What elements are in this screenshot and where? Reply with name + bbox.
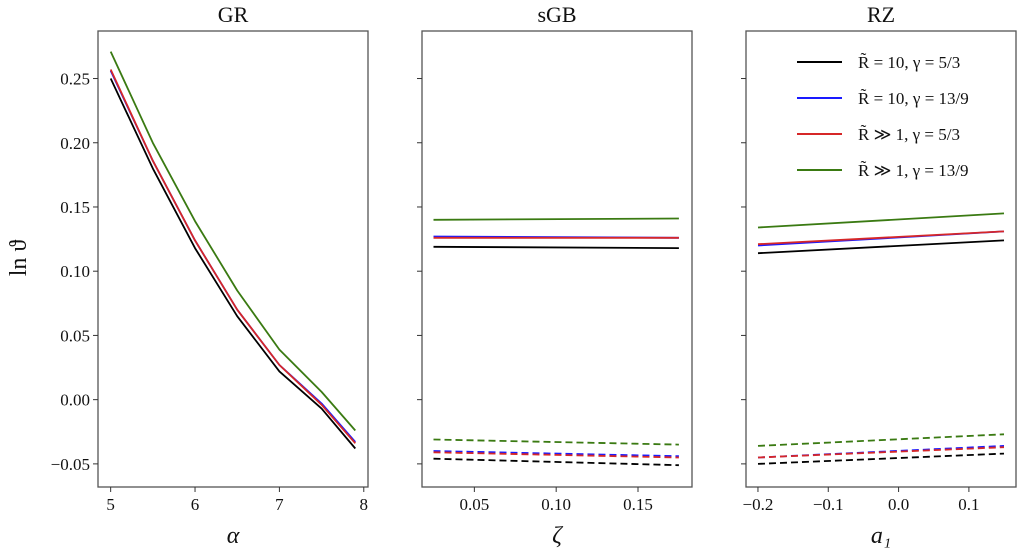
- y-tick-label: 0.25: [60, 70, 90, 89]
- legend-item: R̃ ≫ 1, γ = 13/9: [797, 161, 968, 180]
- x-tick-label: 5: [106, 495, 115, 514]
- legend-label: R̃ ≫ 1, γ = 13/9: [858, 161, 968, 180]
- x-tick-label: −0.1: [813, 495, 844, 514]
- series-line: [433, 217, 679, 221]
- legend-label: R̃ ≫ 1, γ = 5/3: [858, 125, 960, 144]
- panels: 5 6 7 8−0.050.000.050.100.150.200.25GRα0.05…: [51, 2, 1017, 549]
- panel-gr: 5 6 7 8 −0.05 0.00 0.05 0.10 0.15 0.20 0.25 GR α: [51, 2, 369, 549]
- x-tick-label: 8: [360, 495, 369, 514]
- series-line: [433, 245, 679, 249]
- series-line-dashed: [433, 451, 679, 459]
- series-line-dashed: [757, 446, 1005, 459]
- legend: R̃ = 10, γ = 5/3 R̃ = 10, γ = 13/9 R̃ ≫ 1,…: [797, 53, 969, 180]
- x-tick-label: 0.1: [958, 495, 979, 514]
- x-tick-label: −0.2: [743, 495, 774, 514]
- series-line-dashed: [757, 433, 1005, 447]
- x-axis-label: α: [227, 523, 240, 549]
- x-axis-label: a₁: [871, 523, 891, 549]
- x-axis-label: ζ: [552, 523, 564, 549]
- x-tick-label: 6: [191, 495, 200, 514]
- x-tick-label: 0.15: [623, 495, 653, 514]
- y-tick-label: −0.05: [51, 455, 90, 474]
- y-tick-label: 0.00: [60, 391, 90, 410]
- series-line: [109, 51, 356, 432]
- series-line: [109, 69, 356, 444]
- y-tick-label: 0.05: [60, 326, 90, 345]
- axes-frame: [745, 30, 1017, 488]
- panel-rz: −0.2 −0.1 0.0 0.1 RZ a₁: [741, 2, 1017, 549]
- series-line-dashed: [433, 450, 679, 458]
- legend-item: R̃ ≫ 1, γ = 5/3: [797, 125, 960, 144]
- y-axis-label: ln ϑ: [6, 240, 32, 277]
- legend-label: R̃ = 10, γ = 13/9: [858, 89, 969, 108]
- y-tick-label: 0.10: [60, 262, 90, 281]
- x-tick-label: 0.05: [459, 495, 489, 514]
- y-tick-label: 0.15: [60, 198, 90, 217]
- series-line: [757, 230, 1005, 246]
- legend-item: R̃ = 10, γ = 13/9: [797, 89, 969, 108]
- x-tick-label: 7: [275, 495, 284, 514]
- panel-title: RZ: [867, 2, 895, 27]
- series-line: [109, 70, 356, 443]
- axes-frame: [421, 30, 693, 488]
- series-line-dashed: [433, 438, 679, 446]
- series-line: [757, 212, 1005, 229]
- panel-title: GR: [218, 2, 249, 27]
- series-line-dashed: [757, 452, 1005, 465]
- panel-title: sGB: [537, 2, 576, 27]
- y-tick-label: 0.20: [60, 134, 90, 153]
- legend-item: R̃ = 10, γ = 5/3: [797, 53, 960, 72]
- panel-sgb: 0.05 0.10 0.15 sGB ζ: [417, 2, 693, 549]
- series-line: [757, 239, 1005, 255]
- axes-frame: [97, 30, 369, 488]
- series-line: [109, 78, 356, 450]
- x-tick-label: 0.0: [888, 495, 909, 514]
- x-tick-label: 0.10: [541, 495, 571, 514]
- legend-label: R̃ = 10, γ = 5/3: [858, 53, 960, 72]
- series-line-dashed: [433, 457, 679, 467]
